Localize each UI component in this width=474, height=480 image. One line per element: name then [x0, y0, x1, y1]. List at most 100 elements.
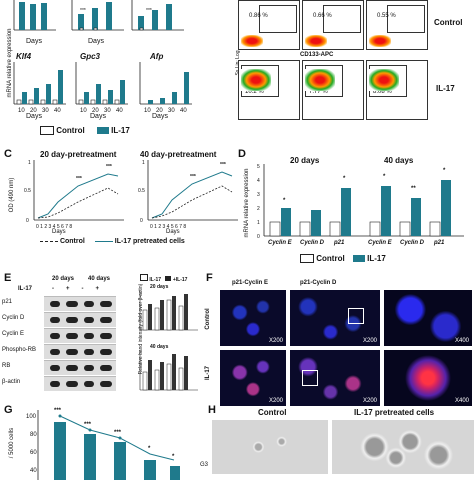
svg-text:1: 1 [257, 220, 260, 226]
sig-a2: *** [146, 8, 152, 14]
panel-f-col-1: p21-Cyclin E [232, 280, 269, 286]
days-label-a2: Days [88, 38, 104, 45]
panel-d-title-1: 20 days [290, 156, 320, 165]
panel-f-row-il17: IL-17 [205, 366, 211, 381]
panel-e-sub-1: 20 days [150, 284, 169, 290]
panel-e-header-1: 20 days [52, 276, 75, 282]
svg-text:0 1 2 3 4 5 6 7 8: 0 1 2 3 4 5 6 7 8 [36, 224, 72, 230]
panel-a-bottom-chart: 10 20 30 40 10 20 30 40 10 20 30 40 [13, 62, 192, 114]
wb-cyclin-e [44, 328, 116, 343]
panel-c-xlabel-1: Days [52, 229, 66, 235]
panel-c-letter: C [4, 148, 12, 160]
svg-text:0: 0 [26, 218, 29, 224]
svg-text:40: 40 [54, 108, 61, 114]
panel-d-legend: Control IL-17 [300, 254, 386, 264]
svg-text:0: 0 [257, 234, 260, 240]
panel-d-ylabel: mRNA relative expression [244, 168, 250, 238]
svg-text:40: 40 [30, 468, 37, 474]
svg-text:3: 3 [257, 192, 260, 198]
panel-e-il17: IL-17 [18, 286, 33, 292]
svg-text:Cyclin D: Cyclin D [400, 240, 425, 246]
wb-cyclin-d [44, 312, 116, 327]
panel-a-top-chart [13, 0, 184, 31]
svg-text:*: * [283, 198, 286, 204]
panel-h-label-control: Control [258, 408, 287, 417]
svg-text:1: 1 [142, 160, 145, 166]
gene-gpc3: Gpc3 [80, 52, 101, 61]
wb-label-b-actin: β-actin [2, 379, 21, 385]
svg-text:***: *** [190, 174, 196, 180]
if-il17-cyclin-e: X200 [220, 350, 286, 406]
flow-il17-3: 8.08 % [366, 60, 428, 120]
panel-g-letter: G [4, 404, 13, 416]
svg-text:40: 40 [180, 108, 187, 114]
panel-h-label-il17: IL-17 pretreated cells [354, 408, 435, 417]
panel-f-letter: F [206, 272, 213, 284]
days-label-a4: Days [90, 113, 106, 120]
panel-a-ylabel: mRNA relative expression [7, 28, 13, 98]
panel-e-bars-40 [139, 350, 198, 391]
svg-text:***: *** [114, 430, 122, 436]
svg-text:40: 40 [116, 108, 123, 114]
flow-xaxis: CD133-APC [300, 52, 334, 58]
legend-d-il17: IL-17 [367, 254, 386, 263]
days-label-a3: Days [26, 113, 42, 120]
legend-c-control: Control [59, 238, 85, 245]
days-label-a1: Days [26, 38, 42, 45]
svg-text:10: 10 [144, 108, 151, 114]
panel-f-col-2: p21-Cyclin D [300, 280, 337, 286]
svg-text:*: * [443, 168, 446, 174]
svg-text:30: 30 [42, 108, 49, 114]
svg-text:p21: p21 [433, 240, 445, 246]
wb-rb [44, 360, 116, 375]
flow-il17-2: 7.77 % [302, 60, 364, 120]
svg-text:0 1 2 3 4 5 6 7 8: 0 1 2 3 4 5 6 7 8 [150, 224, 186, 230]
wb-b-actin [44, 376, 116, 391]
svg-text:0.5: 0.5 [138, 188, 145, 194]
flow-control-1: 0.86 % [238, 0, 300, 50]
svg-text:p21: p21 [333, 240, 345, 246]
svg-text:20: 20 [30, 108, 37, 114]
legend-il17: IL-17 [111, 126, 130, 135]
panel-g-bottom: G3 [200, 462, 209, 468]
svg-text:2: 2 [257, 206, 260, 212]
panel-e-legend: IL-17 +IL-17 [140, 274, 187, 283]
panel-c-legend: Control IL-17 pretreated cells [40, 238, 185, 245]
svg-text:*: * [383, 174, 386, 180]
bf-il17 [332, 420, 474, 474]
panel-c-ylabel: OD (490 nm) [9, 177, 15, 213]
svg-text:*: * [172, 454, 175, 460]
wb-label-p21: p21 [2, 299, 13, 305]
legend-c-il17: IL-17 pretreated cells [114, 238, 185, 245]
svg-text:10: 10 [18, 108, 25, 114]
svg-text:60: 60 [30, 450, 37, 456]
svg-text:*: * [148, 446, 151, 452]
wb-label-cyclin-d: Cyclin D [2, 315, 25, 321]
svg-text:0: 0 [140, 218, 143, 224]
wb-label-phospho-rb: Phospho-RB [2, 347, 37, 353]
svg-text:80: 80 [30, 432, 37, 438]
panel-a-legend: Control IL-17 [40, 126, 130, 136]
wb-label-cyclin-e: Cyclin E [2, 331, 25, 337]
svg-text:***: *** [84, 422, 92, 428]
svg-text:***: *** [106, 164, 112, 170]
svg-text:Cyclin D: Cyclin D [300, 240, 325, 246]
panel-e-signs: -+-+ [52, 286, 112, 292]
panel-d-letter: D [238, 148, 246, 160]
svg-text:*: * [343, 176, 346, 182]
flow-control-3: 0.55 % [366, 0, 428, 50]
svg-text:20: 20 [92, 108, 99, 114]
svg-text:0.5: 0.5 [24, 188, 31, 194]
legend-control: Control [56, 126, 85, 135]
if-il17-zoom: X400 [384, 350, 472, 406]
bf-control [212, 420, 328, 474]
panel-c-title-1: 20 day-pretreatment [40, 150, 117, 159]
svg-text:100: 100 [26, 414, 37, 420]
wb-phospho-rb [44, 344, 116, 359]
sig-a1: *** [80, 8, 86, 14]
wb-p21 [44, 296, 116, 311]
if-il17-cyclin-d: X200 [290, 350, 380, 406]
svg-text:**: ** [411, 186, 416, 192]
gene-klf4: Klf4 [16, 52, 32, 61]
